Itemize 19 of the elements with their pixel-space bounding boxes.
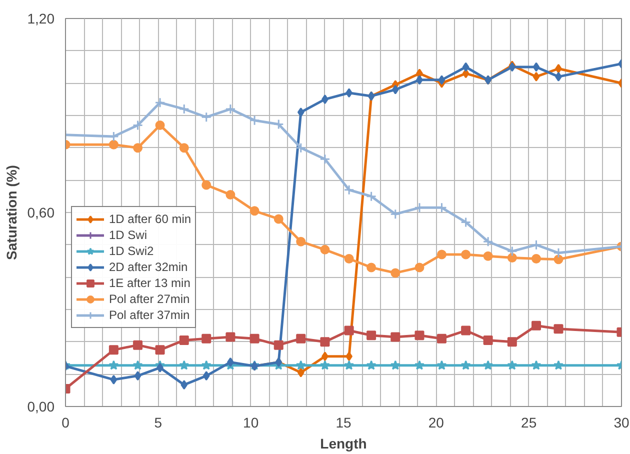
x-axis-title: Length <box>320 436 367 452</box>
x-tick-label: 30 <box>614 414 630 430</box>
x-tick-label: 20 <box>428 414 444 430</box>
legend-label: Pol after 37min <box>109 307 190 323</box>
legend-label: 2D after 32min <box>109 259 188 275</box>
x-tick-label: 10 <box>243 414 259 430</box>
x-tick-label: 0 <box>62 414 70 430</box>
legend-label: 1D Swi2 <box>109 243 154 259</box>
legend-label: 1E after 13 min <box>109 275 190 291</box>
y-tick-label: 0,60 <box>27 204 55 220</box>
x-tick-label: 25 <box>521 414 537 430</box>
x-tick-label: 15 <box>336 414 352 430</box>
y-axis-title: Saturation (%) <box>3 165 20 260</box>
legend-label: Pol after 27min <box>109 291 190 307</box>
legend-label: 1D after 60 min <box>109 211 192 227</box>
y-tick-label: 0,00 <box>27 398 55 414</box>
legend-label: 1D Swi <box>109 227 148 243</box>
y-tick-label: 1,20 <box>27 10 55 26</box>
x-tick-label: 5 <box>154 414 162 430</box>
